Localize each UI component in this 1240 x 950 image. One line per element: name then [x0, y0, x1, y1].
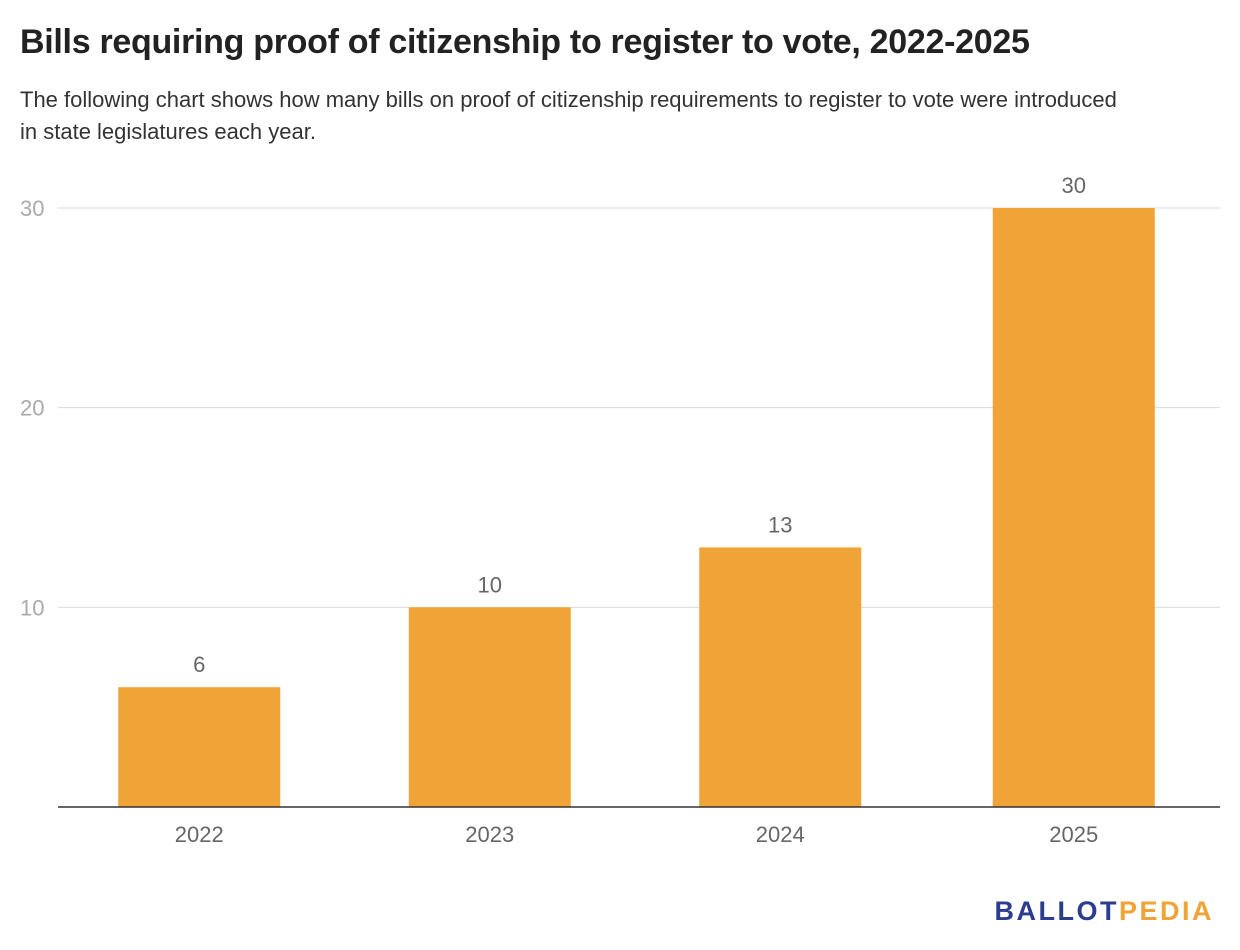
bar-2025: [992, 208, 1155, 807]
x-tick-label-2022: 2022: [175, 822, 224, 847]
data-label-2025: 30: [1062, 173, 1086, 198]
bar-2024: [699, 547, 862, 807]
bar-2022: [118, 687, 281, 807]
x-tick-label-2025: 2025: [1049, 822, 1098, 847]
logo-text-pedia: PEDIA: [1118, 896, 1214, 926]
data-label-2023: 10: [478, 572, 502, 597]
data-label-2022: 6: [193, 652, 205, 677]
y-tick-label: 20: [20, 396, 44, 421]
ballotpedia-logo: BALLOTPEDIA: [994, 893, 1214, 929]
y-axis-ticks: 10 20 30: [20, 196, 44, 620]
bars: [118, 208, 1155, 807]
data-label-2024: 13: [768, 512, 792, 537]
y-tick-label: 30: [20, 196, 44, 221]
x-tick-label-2024: 2024: [756, 822, 805, 847]
y-tick-label: 10: [20, 595, 44, 620]
bar-2023: [408, 607, 571, 807]
chart-subtitle: The following chart shows how many bills…: [20, 87, 1117, 144]
x-tick-label-2023: 2023: [465, 822, 514, 847]
x-axis-ticks: 2022 2023 2024 2025: [175, 822, 1098, 847]
logo-text-ballot: BALLOT: [994, 896, 1119, 926]
chart-title: Bills requiring proof of citizenship to …: [20, 23, 1030, 61]
data-labels: 6 10 13 30: [193, 173, 1086, 677]
